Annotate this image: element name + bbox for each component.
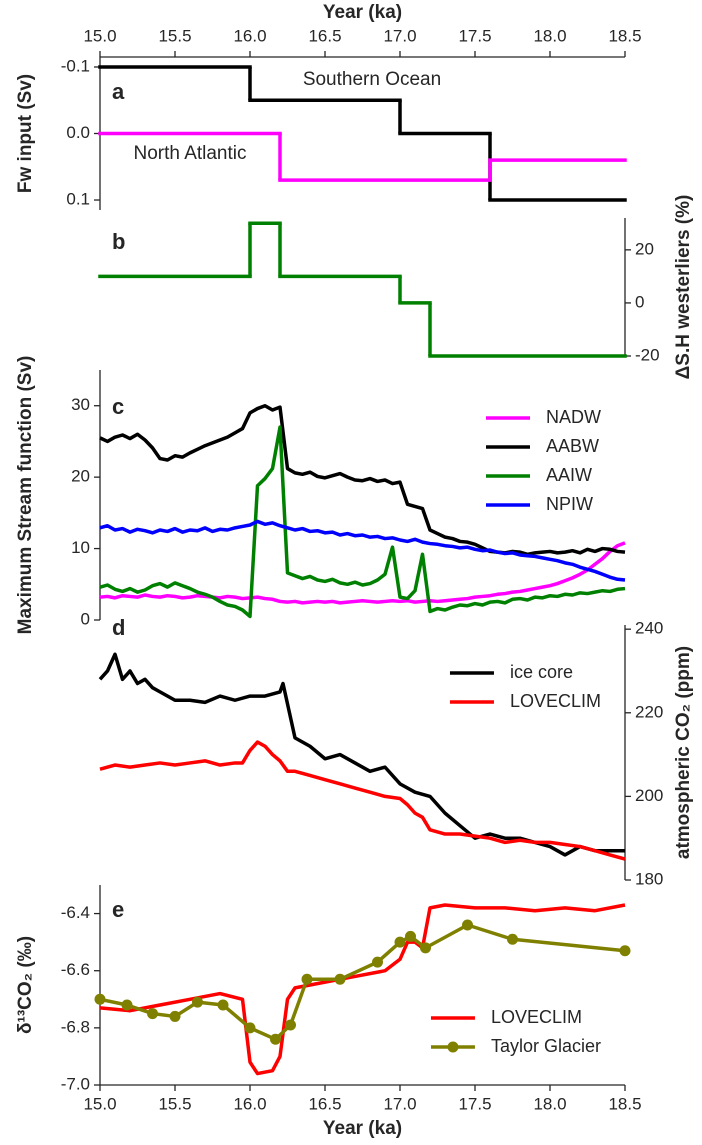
y-tick-label: 0 bbox=[635, 292, 644, 311]
series-marker bbox=[121, 999, 133, 1011]
series-marker bbox=[94, 993, 106, 1005]
x-tick-label: 16.5 bbox=[308, 26, 341, 45]
legend-label: AABW bbox=[546, 436, 599, 456]
y-axis-label: ΔS.H westerliers (%) bbox=[673, 195, 694, 380]
legend-marker bbox=[447, 1041, 459, 1053]
legend-label: ice core bbox=[510, 662, 573, 682]
panel-label: d bbox=[112, 615, 125, 640]
x-tick-label: 17.0 bbox=[383, 26, 416, 45]
x-tick-label: 18.5 bbox=[608, 26, 641, 45]
legend-label: LOVECLIM bbox=[510, 691, 601, 711]
x-tick-label: 15.5 bbox=[158, 1094, 191, 1113]
y-tick-label: 0 bbox=[81, 609, 90, 628]
x-tick-label: 15.5 bbox=[158, 26, 191, 45]
y-tick-label: -6.6 bbox=[61, 960, 90, 979]
y-tick-label: 220 bbox=[635, 702, 663, 721]
x-tick-label: 17.0 bbox=[383, 1094, 416, 1113]
series-marker bbox=[285, 1019, 296, 1031]
y-tick-label: 30 bbox=[71, 395, 90, 414]
x-tick-label: 16.0 bbox=[233, 1094, 266, 1113]
series-line bbox=[98, 652, 625, 857]
x-tick-label: 18.0 bbox=[533, 1094, 566, 1113]
series-line bbox=[99, 403, 626, 557]
panel-label: c bbox=[112, 394, 124, 419]
series-marker bbox=[147, 1008, 158, 1020]
y-tick-label: 240 bbox=[635, 619, 663, 638]
x-tick-label: 15.0 bbox=[83, 26, 116, 45]
series-marker bbox=[405, 930, 416, 942]
legend-label: LOVECLIM bbox=[491, 1007, 582, 1027]
series-line bbox=[99, 903, 626, 1076]
x-tick-label: 15.0 bbox=[83, 1094, 116, 1113]
y-axis-label: Fw input (Sv) bbox=[15, 74, 36, 193]
y-tick-label: 180 bbox=[635, 869, 663, 888]
x-axis-label: Year (ka) bbox=[323, 1118, 402, 1139]
x-tick-label: 16.0 bbox=[233, 26, 266, 45]
y-tick-label: -20 bbox=[635, 345, 660, 364]
series-annotation: Southern Ocean bbox=[303, 69, 441, 90]
y-tick-label: -7.0 bbox=[61, 1074, 90, 1093]
legend-label: NADW bbox=[546, 407, 601, 427]
panel-label: a bbox=[112, 79, 125, 104]
series-marker bbox=[244, 1022, 256, 1034]
series-annotation: North Atlantic bbox=[134, 143, 247, 164]
y-tick-label: -6.8 bbox=[61, 1017, 90, 1036]
series-line bbox=[99, 425, 626, 619]
y-tick-label: -0.1 bbox=[61, 56, 90, 75]
x-tick-label: 18.0 bbox=[533, 26, 566, 45]
series-line bbox=[99, 740, 626, 861]
series-marker bbox=[334, 973, 346, 985]
series-line bbox=[99, 519, 626, 582]
series-marker bbox=[619, 945, 631, 957]
series-marker bbox=[270, 1033, 281, 1045]
x-axis-label: Year (ka) bbox=[323, 2, 402, 23]
legend-label: AAIW bbox=[546, 465, 592, 485]
x-tick-label: 17.5 bbox=[458, 26, 491, 45]
x-tick-label: 18.5 bbox=[608, 1094, 641, 1113]
y-tick-label: 200 bbox=[635, 786, 663, 805]
panel-label: e bbox=[112, 897, 124, 922]
series-marker bbox=[372, 956, 383, 968]
series-marker bbox=[301, 973, 313, 985]
panel-label: b bbox=[112, 229, 125, 254]
y-axis-label: atmospheric CO₂ (ppm) bbox=[673, 646, 694, 859]
series-line bbox=[99, 541, 626, 605]
legend-label: Taylor Glacier bbox=[491, 1036, 601, 1056]
y-tick-label: -6.4 bbox=[61, 903, 90, 922]
y-tick-label: 20 bbox=[71, 467, 90, 486]
y-axis-label: δ¹³CO₂ (‰) bbox=[15, 936, 36, 1034]
series-marker bbox=[217, 999, 229, 1011]
x-tick-label: 16.5 bbox=[308, 1094, 341, 1113]
y-tick-label: 20 bbox=[635, 239, 654, 258]
series-marker bbox=[507, 933, 518, 945]
legend-label: NPIW bbox=[546, 494, 593, 514]
y-tick-label: 0.0 bbox=[66, 123, 90, 142]
y-tick-label: 10 bbox=[71, 538, 90, 557]
y-axis-label: Maximum Stream function (Sv) bbox=[15, 356, 36, 635]
y-tick-label: 0.1 bbox=[66, 190, 90, 209]
series-marker bbox=[192, 996, 203, 1008]
series-marker bbox=[169, 1010, 181, 1022]
x-tick-label: 17.5 bbox=[458, 1094, 491, 1113]
series-marker bbox=[420, 942, 431, 954]
series-marker bbox=[394, 936, 406, 948]
series-marker bbox=[462, 919, 473, 931]
